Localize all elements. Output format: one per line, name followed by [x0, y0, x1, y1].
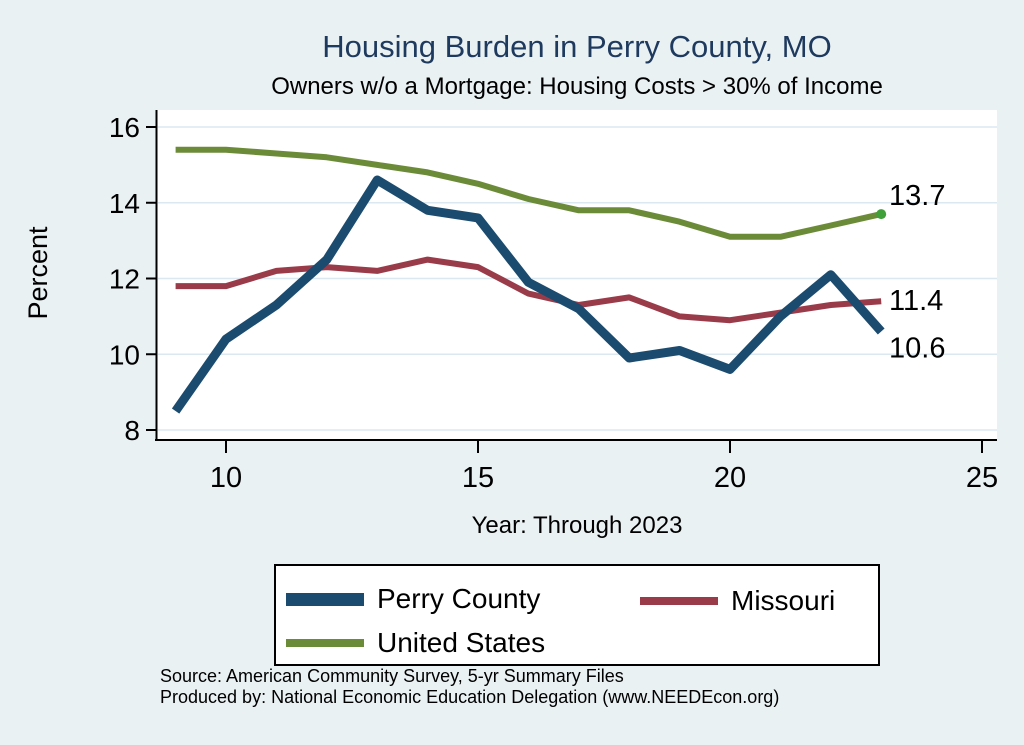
plot-area	[157, 110, 997, 441]
y-tick-label: 16	[109, 112, 140, 143]
y-tick-label: 8	[124, 415, 140, 446]
chart-subtitle: Owners w/o a Mortgage: Housing Costs > 3…	[271, 73, 883, 100]
legend-item-perry-county: Perry County	[286, 583, 540, 615]
missouri-end-label: 11.4	[889, 285, 943, 317]
missouri-line	[175, 256, 882, 324]
perry-county-line	[171, 175, 885, 414]
united-states-end-marker	[876, 209, 887, 220]
legend-label-united-states: United States	[377, 627, 546, 658]
y-tick-label: 10	[109, 339, 140, 370]
x-tick-label: 25	[966, 462, 998, 494]
x-tick-label: 20	[714, 462, 746, 494]
x-axis-title: Year: Through 2023	[471, 512, 683, 539]
chart-title: Housing Burden in Perry County, MO	[322, 29, 832, 64]
source-line: Source: American Community Survey, 5-yr …	[160, 666, 624, 686]
legend-label-perry-county: Perry County	[377, 583, 541, 614]
y-tick-label: 12	[109, 264, 140, 295]
perry-county-line-swatch	[286, 592, 364, 606]
x-tick-label: 10	[210, 462, 242, 494]
source-block: Source: American Community Survey, 5-yr …	[160, 666, 779, 708]
united-states-line	[175, 146, 882, 240]
legend-item-united-states: United States	[286, 627, 545, 659]
y-tick-label: 14	[109, 188, 140, 219]
missouri-line-swatch	[640, 597, 718, 605]
united-states-line-swatch	[286, 639, 364, 647]
united-states-end-label: 13.7	[889, 180, 945, 212]
produced-by-line: Produced by: National Economic Education…	[160, 687, 780, 707]
legend-label-missouri: Missouri	[731, 585, 836, 616]
chart-plot: 8 10 12 14 16 10 15 20 25 10.6 11.4 13.7	[109, 110, 998, 494]
legend-item-missouri: Missouri	[640, 585, 835, 617]
perry-county-end-label: 10.6	[889, 333, 945, 365]
legend: Perry County Missouri United States	[274, 564, 880, 666]
x-tick-label: 15	[462, 462, 494, 494]
